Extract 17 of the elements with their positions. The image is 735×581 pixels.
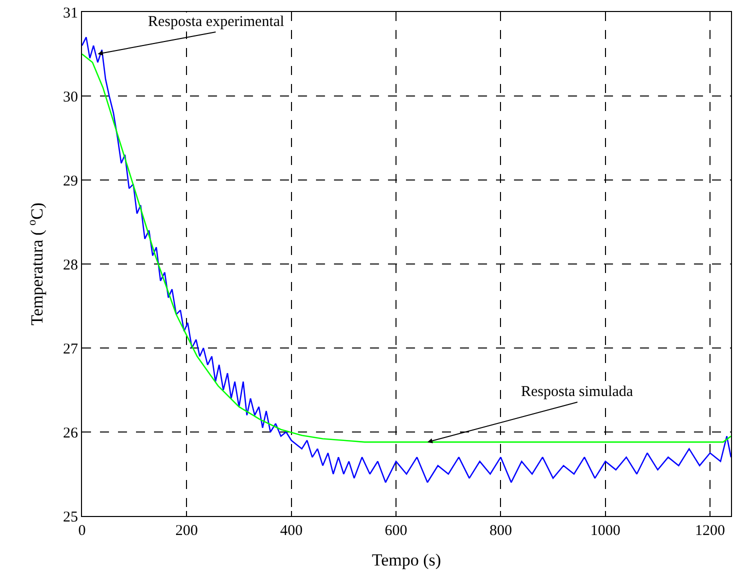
annotation: Resposta simulada xyxy=(521,384,634,400)
y-tick-label: 28 xyxy=(63,257,78,274)
x-tick-label: 0 xyxy=(78,523,86,539)
x-tick-label: 200 xyxy=(175,523,198,539)
y-tick-label: 25 xyxy=(63,509,78,526)
x-tick-label: 1000 xyxy=(590,523,620,539)
y-tick-label: 26 xyxy=(63,425,78,442)
y-tick-label: 31 xyxy=(63,5,78,22)
y-tick-label: 27 xyxy=(63,341,78,358)
x-tick-label: 1200 xyxy=(695,523,726,539)
x-tick-label: 600 xyxy=(384,523,408,539)
y-tick-label: 30 xyxy=(63,89,78,106)
annotation: Resposta experimental xyxy=(148,14,284,30)
x-tick-label: 800 xyxy=(489,523,512,539)
y-tick-label: 29 xyxy=(63,173,78,190)
x-tick-label: 400 xyxy=(280,523,303,539)
x-axis-title: Tempo (s) xyxy=(372,550,442,570)
